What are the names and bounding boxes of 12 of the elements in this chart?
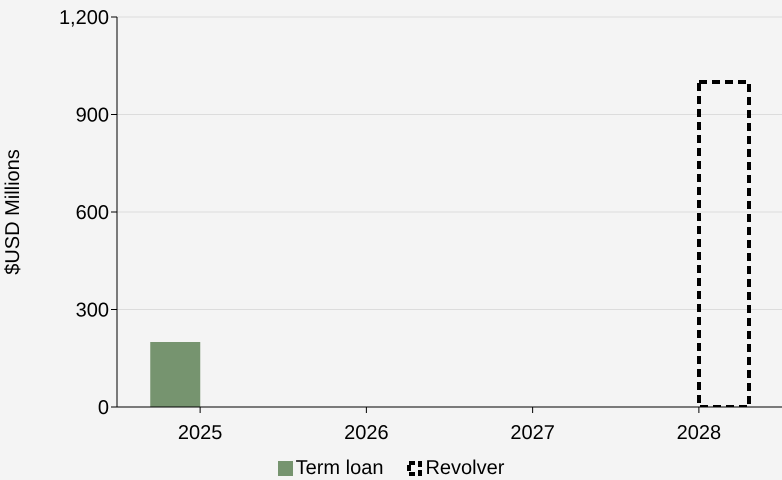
x-tick-label: 2025 bbox=[178, 422, 222, 444]
y-tick-label: 1,200 bbox=[58, 7, 109, 30]
legend-label: Revolver bbox=[425, 457, 504, 480]
x-tick-label: 2026 bbox=[344, 422, 389, 444]
y-tick-label: 600 bbox=[76, 202, 109, 224]
x-tick-label: 2027 bbox=[510, 422, 555, 444]
y-tick-label: 900 bbox=[76, 104, 109, 127]
y-axis-title: $USD Millions bbox=[2, 149, 24, 275]
x-tick-label: 2028 bbox=[676, 422, 722, 444]
y-tick-label: 0 bbox=[98, 397, 109, 420]
y-tick-label: 300 bbox=[76, 300, 109, 322]
legend-label: Term loan bbox=[296, 457, 384, 480]
